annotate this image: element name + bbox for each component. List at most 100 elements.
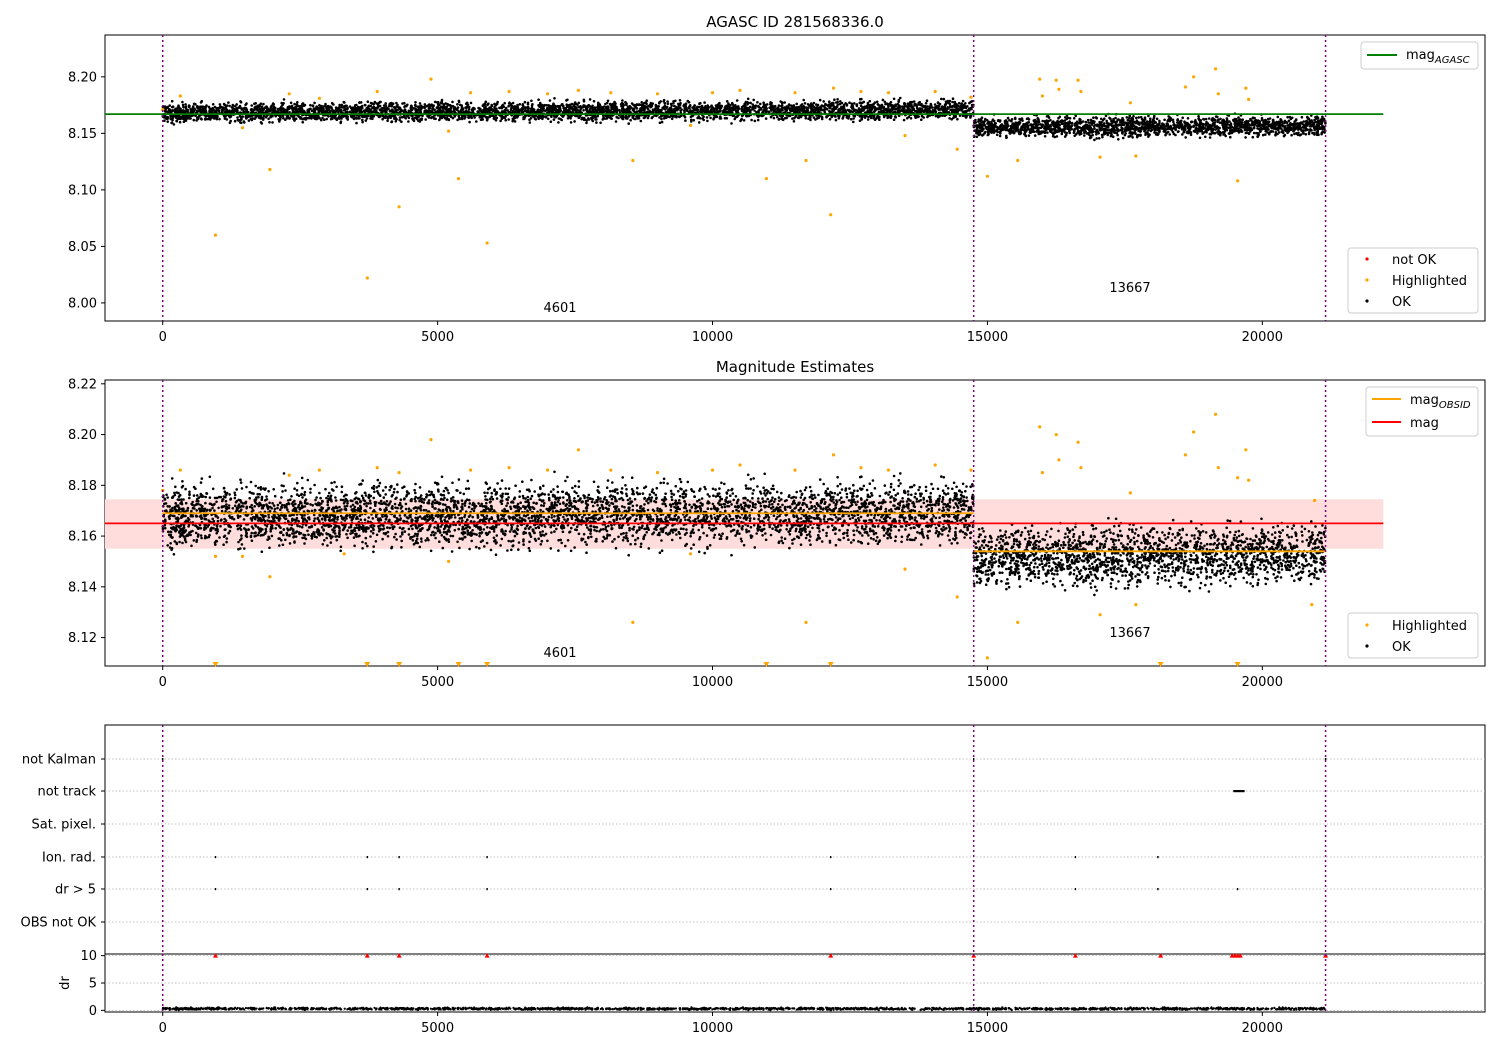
ok-point xyxy=(762,101,765,104)
ok-point xyxy=(205,104,208,107)
ok-point xyxy=(992,119,996,123)
ok-point xyxy=(669,102,673,106)
ok-point xyxy=(747,101,750,105)
ok-point xyxy=(837,117,841,120)
ok-point xyxy=(831,108,834,112)
ok-point xyxy=(189,110,192,114)
ok-point xyxy=(182,105,185,109)
ok-point xyxy=(658,116,661,119)
ok-point xyxy=(418,120,422,123)
ok-point xyxy=(968,109,971,112)
ok-point xyxy=(495,107,498,110)
ok-point xyxy=(866,118,870,121)
ok-point xyxy=(590,116,593,120)
ok-point xyxy=(496,110,500,114)
ok-point xyxy=(479,118,483,122)
ok-point xyxy=(300,107,303,110)
ok-point xyxy=(313,116,316,120)
ok-point xyxy=(776,109,779,112)
ok-point xyxy=(713,110,717,114)
ok-point xyxy=(809,105,812,109)
ok-point xyxy=(956,104,960,108)
ok-point xyxy=(909,117,913,120)
ok-point xyxy=(702,115,705,118)
ok-point xyxy=(424,118,428,121)
ok-point xyxy=(553,104,556,107)
ok-point xyxy=(756,101,759,104)
ok-point xyxy=(754,106,757,109)
ok-point xyxy=(748,109,751,113)
ok-point xyxy=(1204,124,1208,127)
ok-point xyxy=(1083,134,1086,137)
ok-point xyxy=(929,106,932,109)
ok-point xyxy=(260,122,264,125)
ok-point xyxy=(823,106,826,109)
ok-point xyxy=(1095,133,1098,136)
ok-point xyxy=(1111,135,1115,138)
ok-point xyxy=(812,101,816,105)
ok-point xyxy=(624,100,627,104)
ok-point xyxy=(608,116,612,119)
ok-point xyxy=(870,109,873,112)
ok-point xyxy=(1237,116,1240,119)
ok-point xyxy=(373,109,377,113)
ok-point xyxy=(329,106,333,109)
ok-point xyxy=(537,98,540,101)
ok-point xyxy=(317,116,320,120)
ok-point xyxy=(922,116,925,119)
ok-point xyxy=(951,97,955,100)
ok-point xyxy=(559,110,562,113)
ok-point xyxy=(822,100,825,103)
ok-point xyxy=(335,108,339,112)
ok-point xyxy=(646,107,650,111)
ok-point xyxy=(395,118,398,121)
ok-point xyxy=(1023,132,1026,136)
ok-point xyxy=(208,107,212,111)
ok-point xyxy=(750,108,754,111)
ok-point xyxy=(451,100,454,104)
ok-point xyxy=(418,111,422,114)
ok-point xyxy=(282,102,285,105)
ok-point xyxy=(582,99,586,103)
ok-point xyxy=(351,106,354,109)
ok-point xyxy=(378,104,382,108)
ok-point xyxy=(633,105,637,108)
ok-point xyxy=(1063,125,1066,128)
ok-point xyxy=(231,108,235,112)
ok-point xyxy=(484,105,487,109)
ok-point xyxy=(614,120,618,123)
ok-point xyxy=(638,103,642,107)
ok-point xyxy=(609,104,613,107)
ok-point xyxy=(1172,120,1175,124)
ok-point xyxy=(355,121,358,125)
ok-point xyxy=(757,104,760,108)
ok-point xyxy=(240,108,244,111)
ok-point xyxy=(689,120,693,123)
ok-point xyxy=(666,102,670,106)
ok-point xyxy=(427,106,431,110)
ok-point xyxy=(407,120,410,123)
ok-point xyxy=(925,105,929,108)
ok-point xyxy=(323,118,326,121)
ok-point xyxy=(319,105,322,109)
ok-point xyxy=(719,109,722,112)
ok-point xyxy=(751,103,754,106)
ok-point xyxy=(951,100,954,104)
ok-point xyxy=(624,108,628,112)
ok-point xyxy=(678,99,682,102)
ok-point xyxy=(892,97,896,101)
ok-point xyxy=(938,107,941,111)
ok-point xyxy=(526,105,530,109)
ok-point xyxy=(528,121,532,124)
ok-point xyxy=(664,115,668,119)
ok-point xyxy=(233,104,237,108)
ok-point xyxy=(479,107,482,111)
ok-point xyxy=(311,104,315,107)
ok-point xyxy=(361,120,364,124)
ok-point xyxy=(237,119,240,122)
ok-point xyxy=(718,101,721,105)
ok-point xyxy=(412,119,416,123)
ok-point xyxy=(1131,136,1134,139)
ok-point xyxy=(925,109,929,112)
ok-point xyxy=(856,109,859,112)
